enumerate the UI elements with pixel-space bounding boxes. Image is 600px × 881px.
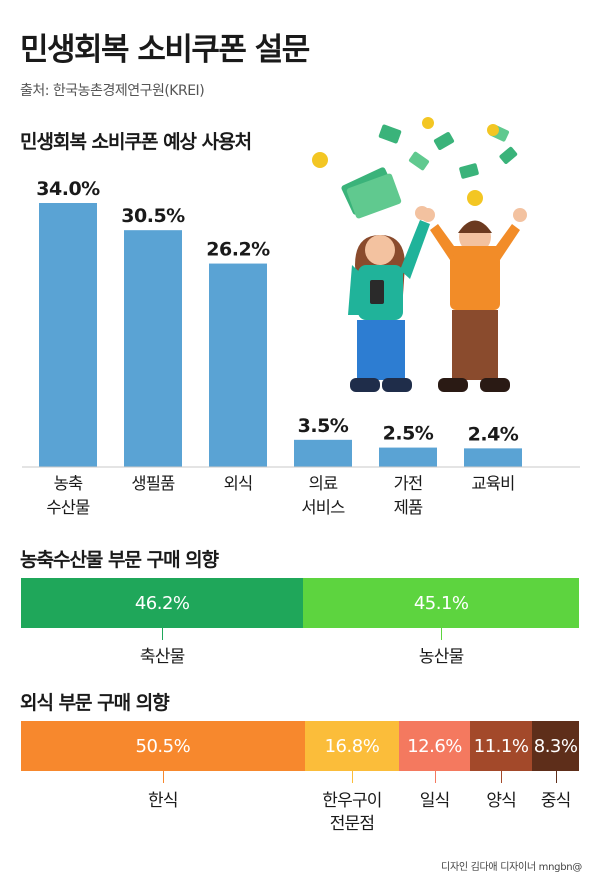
segment-tick [501, 771, 503, 783]
source-note: 출처: 한국농촌경제연구원(KREI) [20, 83, 205, 99]
category-label: 교육비 [471, 474, 514, 493]
man-figure [421, 208, 527, 392]
agri-stacked-bar: 46.2% 45.1% [21, 578, 579, 628]
segment-tick [434, 771, 436, 783]
bar-0 [39, 203, 97, 467]
category-label: 외식 [224, 474, 253, 493]
bar-value-label: 30.5% [121, 205, 185, 227]
bar-value-label: 34.0% [36, 178, 100, 200]
dining-stacked-bar: 50.5% 16.8% 12.6% 11.1% 8.3% [21, 721, 579, 771]
design-credit: 디자인 김다애 디자이너 mngbn@ [441, 862, 582, 873]
money-bill-icon [341, 124, 518, 219]
bar-4 [379, 447, 437, 467]
people-celebrating-money-illustration [312, 117, 527, 392]
segment-tick [351, 771, 353, 783]
segment-tick [162, 771, 164, 783]
bar-value-label: 3.5% [298, 415, 349, 437]
segment-category-label: 양식 [486, 791, 517, 811]
segment-category-label: 중식 [540, 791, 571, 811]
stack-segment-0: 50.5% [21, 721, 305, 771]
bar-3 [294, 439, 352, 467]
category-label: 생필품 [131, 474, 175, 493]
bar-1 [124, 230, 182, 467]
stack-segment-1: 16.8% [304, 721, 400, 771]
coin-icon [312, 117, 499, 206]
stack-segment-3: 11.1% [469, 721, 533, 771]
bar-2 [209, 263, 267, 467]
segment-tick [162, 628, 164, 640]
stack-segment-1: 45.1% [303, 578, 579, 628]
segment-category-label: 농산물 [418, 647, 464, 667]
category-label: 가전 제품 [394, 474, 423, 517]
category-label: 의료 서비스 [301, 474, 345, 517]
section-title-agri: 농축수산물 부문 구매 의향 [20, 549, 219, 571]
segment-tick [441, 628, 443, 640]
segment-category-label: 축산물 [139, 647, 185, 667]
bar-value-label: 26.2% [206, 239, 270, 261]
section-title-usage: 민생회복 소비쿠폰 예상 사용처 [20, 131, 252, 153]
bar-5 [464, 448, 522, 467]
woman-figure [348, 206, 430, 392]
bar-value-label: 2.5% [383, 423, 434, 445]
segment-category-label: 일식 [419, 791, 450, 811]
stack-segment-0: 46.2% [21, 578, 304, 628]
segment-category-label: 한우구이 전문점 [322, 791, 382, 834]
segment-tick [555, 771, 557, 783]
bar-value-label: 2.4% [468, 423, 519, 445]
segment-category-label: 한식 [148, 791, 178, 811]
usage-bar-chart: 34.0% 농축 수산물 30.5% 생필품 26.2% 외식 3.5% 의료 서비스 2.5% 가전… [22, 178, 580, 517]
stack-segment-2: 12.6% [399, 721, 470, 771]
category-label: 농축 수산물 [46, 474, 90, 517]
stack-segment-4: 8.3% [532, 721, 579, 771]
page-title: 민생회복 소비쿠폰 설문 [20, 32, 310, 68]
section-title-dining: 외식 부문 구매 의향 [20, 692, 170, 714]
